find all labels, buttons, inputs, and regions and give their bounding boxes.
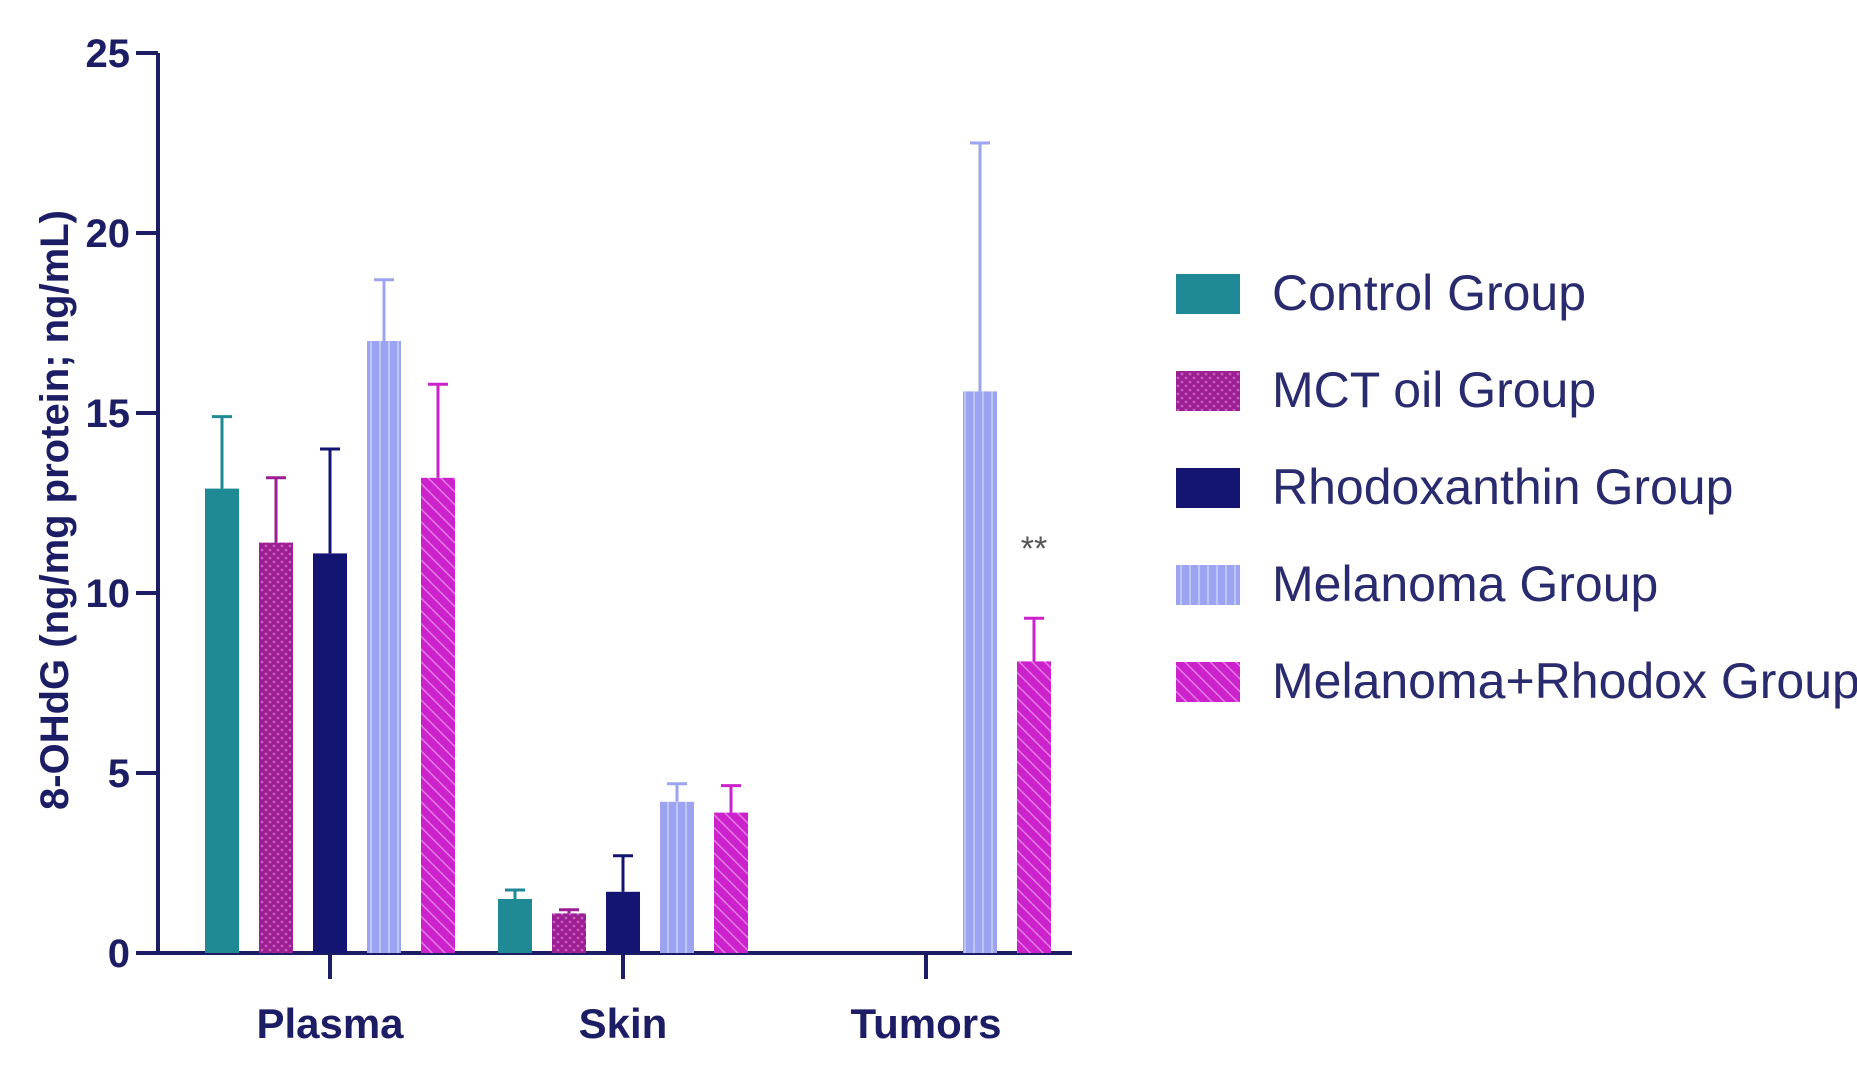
x-category-label: Tumors: [851, 1000, 1002, 1047]
y-axis-title: 8-OHdG (ng/mg protein; ng/mL): [33, 210, 77, 810]
bar: [606, 891, 640, 953]
x-category-label: Skin: [579, 1000, 668, 1047]
y-tick-label: 0: [108, 932, 130, 976]
legend-swatch: [1176, 371, 1240, 411]
bar: [367, 341, 401, 953]
y-tick-label: 15: [86, 392, 131, 436]
legend-swatch: [1176, 662, 1240, 702]
bar: [963, 391, 997, 953]
significance-annotation: **: [1021, 530, 1047, 568]
bar: [421, 477, 455, 953]
legend-label: MCT oil Group: [1272, 362, 1596, 418]
legend-label: Rhodoxanthin Group: [1272, 459, 1733, 515]
bar: [1017, 661, 1051, 953]
x-category-label: Plasma: [256, 1000, 404, 1047]
legend-swatch: [1176, 565, 1240, 605]
bar: [259, 542, 293, 953]
bar: [714, 812, 748, 953]
legend-label: Melanoma+Rhodox Group: [1272, 653, 1857, 709]
bar: [660, 801, 694, 953]
bar: [313, 553, 347, 953]
bar: [552, 913, 586, 953]
legend-label: Melanoma Group: [1272, 556, 1658, 612]
bar: [498, 899, 532, 953]
y-tick-label: 25: [86, 32, 131, 76]
legend-swatch: [1176, 274, 1240, 314]
y-tick-label: 5: [108, 752, 130, 796]
y-tick-label: 10: [86, 572, 131, 616]
legend-label: Control Group: [1272, 265, 1586, 321]
legend-swatch: [1176, 468, 1240, 508]
bar: [205, 488, 239, 953]
y-tick-label: 20: [86, 212, 131, 256]
